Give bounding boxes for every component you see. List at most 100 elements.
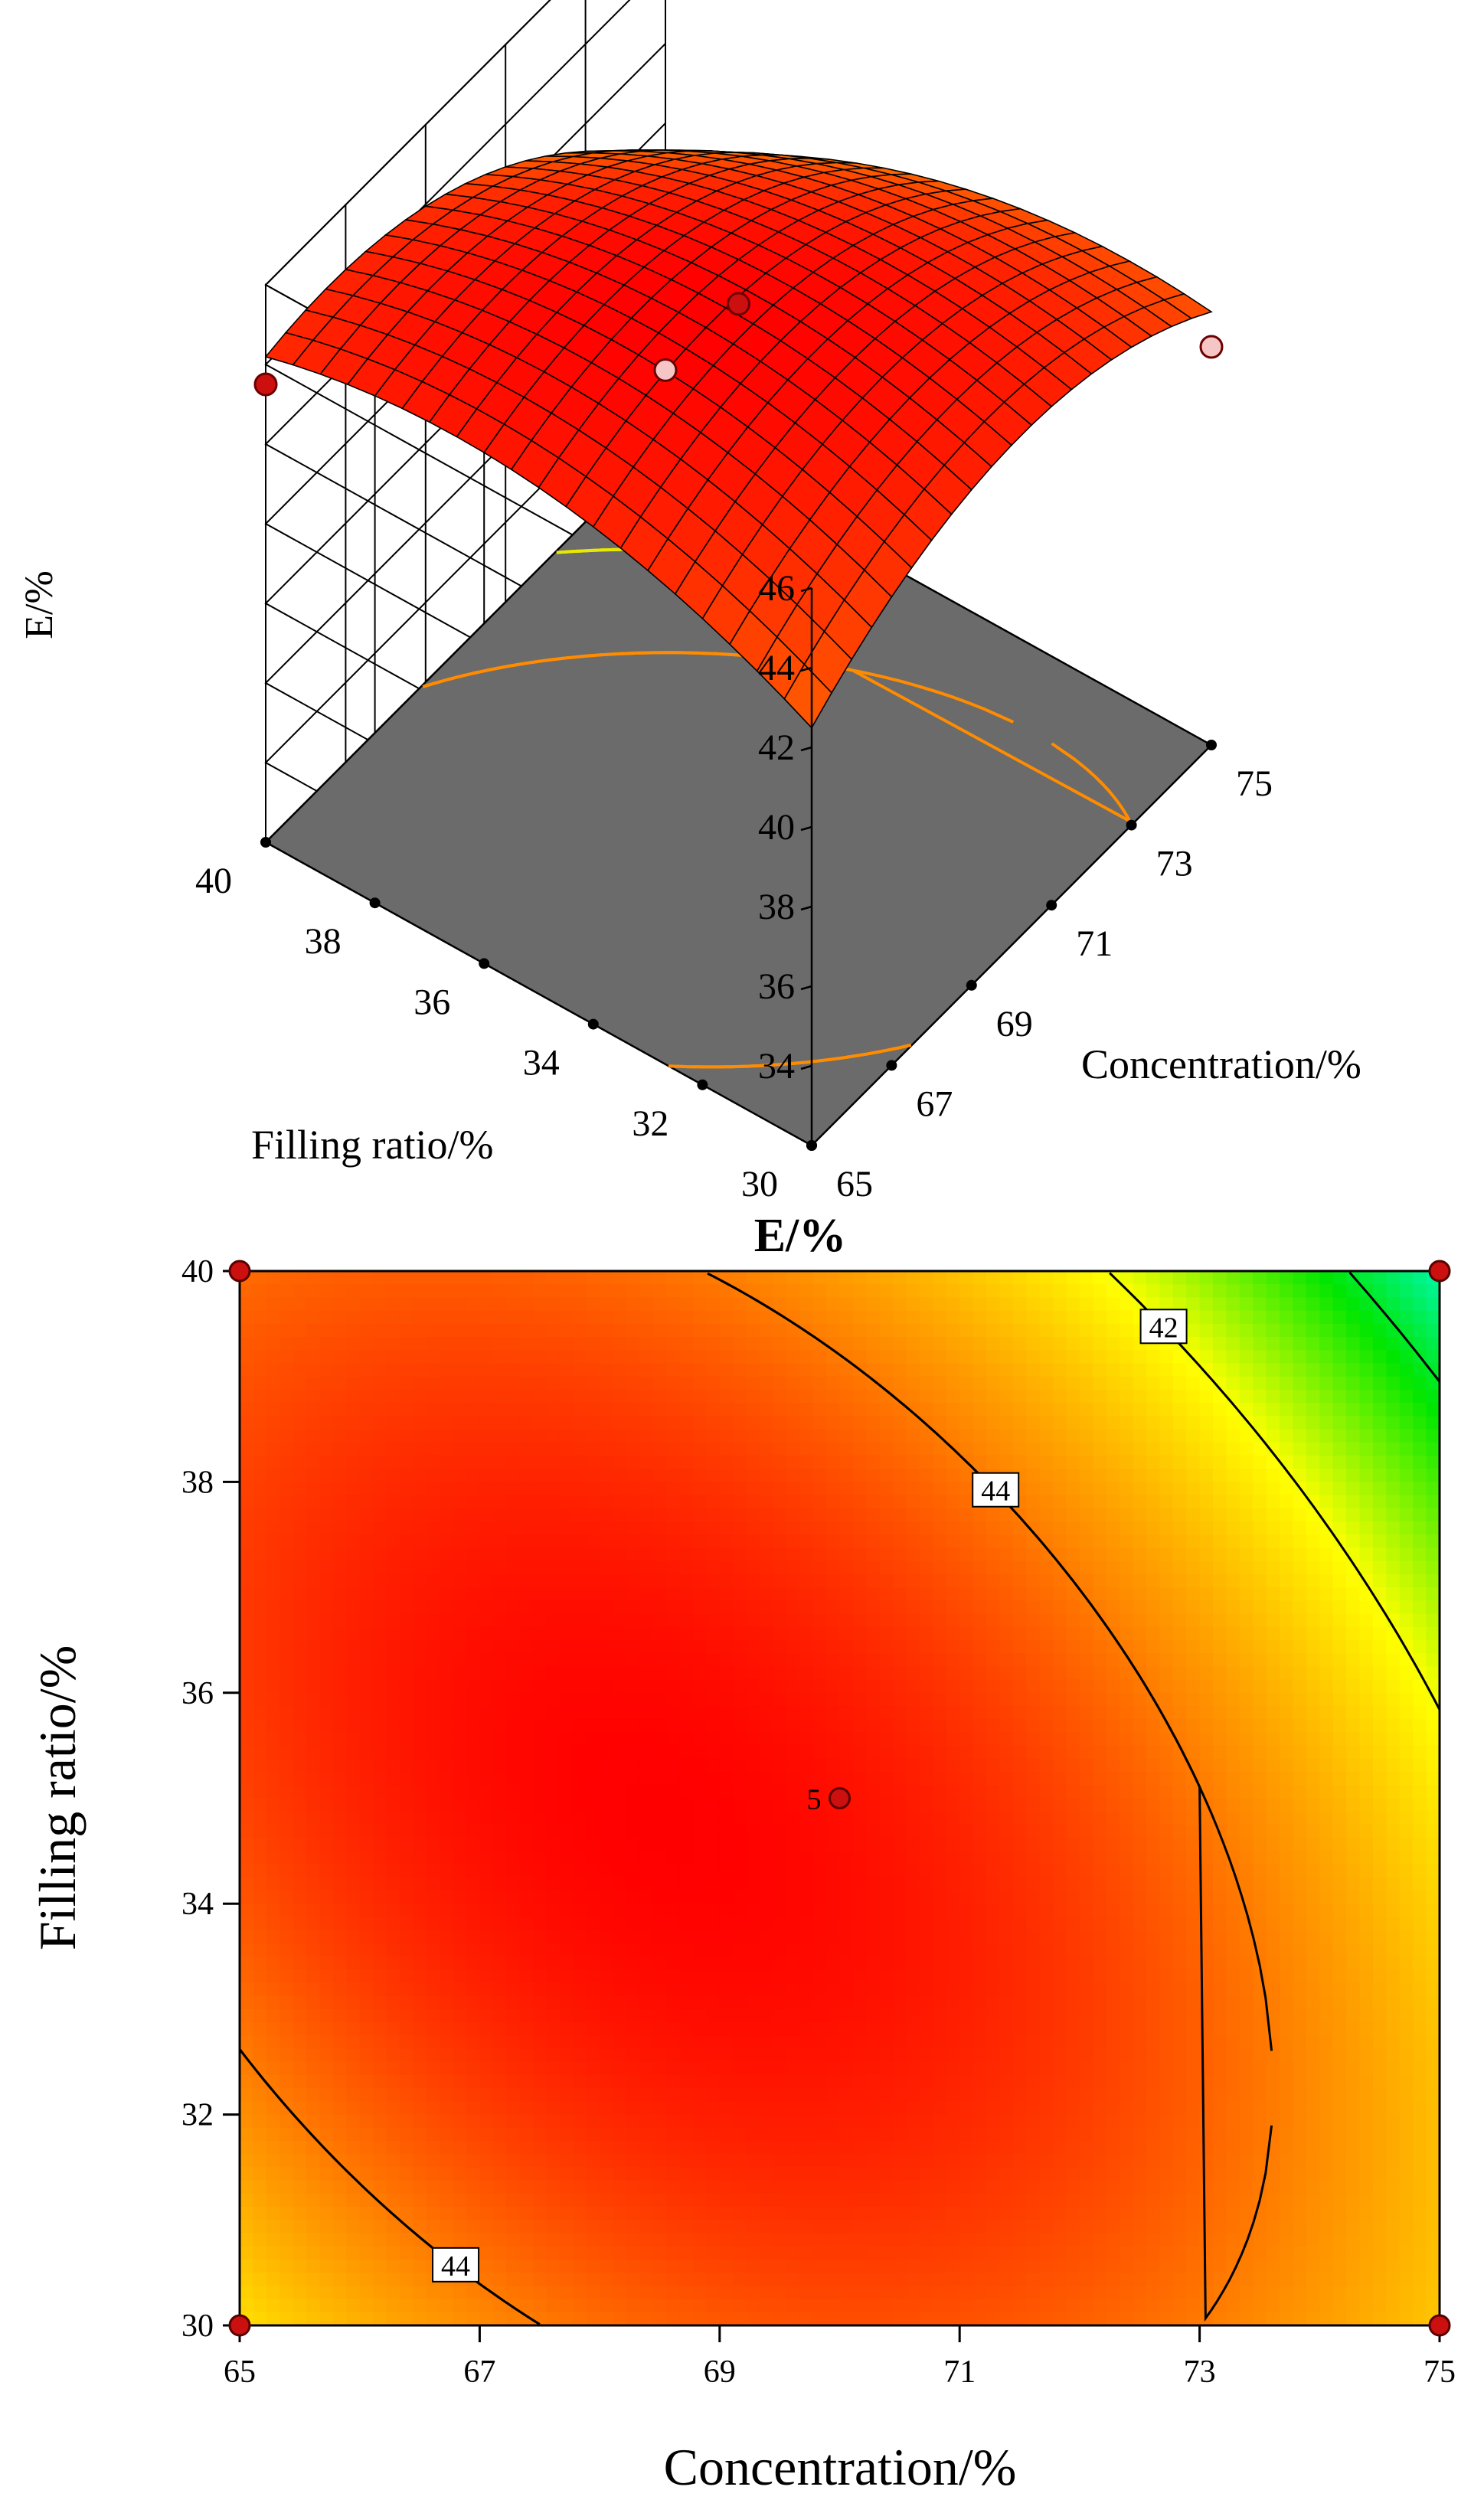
heatmap-cell <box>852 1416 868 1430</box>
heatmap-cell <box>692 1930 708 1944</box>
heatmap-cell <box>306 1613 321 1628</box>
heatmap-cell <box>746 1534 760 1549</box>
heatmap-cell <box>253 1495 267 1509</box>
heatmap-cell <box>972 1917 987 1931</box>
heatmap-cell <box>413 1337 427 1351</box>
heatmap-cell <box>692 1508 708 1522</box>
heatmap-cell <box>600 1508 614 1522</box>
heatmap-cell <box>692 2180 708 2194</box>
heatmap-cell <box>866 2127 881 2142</box>
heatmap-cell <box>826 1758 841 1773</box>
heatmap-cell <box>666 2299 681 2313</box>
heatmap-cell <box>506 1890 521 1904</box>
heatmap-cell <box>600 2141 614 2155</box>
heatmap-cell <box>466 2154 481 2168</box>
heatmap-cell <box>413 2207 427 2221</box>
heatmap-cell <box>919 2127 934 2142</box>
heatmap-cell <box>893 1323 907 1338</box>
heatmap-cell <box>413 2022 427 2037</box>
heatmap-cell <box>519 1917 534 1931</box>
heatmap-cell <box>266 2220 281 2234</box>
heatmap-cell <box>733 2061 747 2076</box>
heatmap-cell <box>533 1811 548 1825</box>
heatmap-cell <box>306 1442 321 1456</box>
heatmap-cell <box>466 2180 481 2194</box>
heatmap-cell <box>506 1337 521 1351</box>
heatmap-cell <box>319 2233 334 2247</box>
heatmap-cell <box>639 1469 654 1483</box>
heatmap-cell <box>546 1877 561 1891</box>
heatmap-cell <box>373 1639 387 1654</box>
heatmap-cell <box>679 1943 694 1957</box>
heatmap-cell <box>332 1442 348 1456</box>
heatmap-cell <box>253 1692 267 1707</box>
heatmap-cell <box>666 1732 681 1747</box>
heatmap-cell <box>586 2048 600 2063</box>
heatmap-cell <box>866 1363 881 1377</box>
heatmap-cell <box>626 1692 641 1707</box>
heatmap-cell <box>453 2074 467 2089</box>
heatmap-cell <box>692 2246 708 2260</box>
heatmap-cell <box>679 1573 694 1588</box>
heatmap-cell <box>600 1600 614 1615</box>
heatmap-cell <box>986 1297 1001 1312</box>
heatmap-cell <box>719 1429 734 1443</box>
heatmap-cell <box>600 2154 614 2168</box>
heatmap-cell <box>666 1429 681 1443</box>
z-tick-label: 40 <box>758 807 795 848</box>
heatmap-cell <box>519 1969 534 1984</box>
heatmap-cell <box>692 1719 708 1734</box>
heatmap-cell <box>826 2074 841 2089</box>
heatmap-cell <box>466 1785 481 1799</box>
heatmap-cell <box>866 1930 881 1944</box>
heatmap-cell <box>719 2259 734 2273</box>
heatmap-cell <box>332 1284 348 1299</box>
heatmap-cell <box>852 1692 868 1707</box>
heatmap-cell <box>253 1838 267 1852</box>
heatmap-cell <box>679 1416 694 1430</box>
heatmap-cell <box>240 2273 254 2287</box>
heatmap-cell <box>240 1508 254 1522</box>
heatmap-cell <box>546 2167 561 2181</box>
heatmap-cell <box>546 2193 561 2207</box>
heatmap-cell <box>626 1969 641 1984</box>
heatmap-cell <box>639 2193 654 2207</box>
heatmap-cell <box>666 1692 681 1707</box>
heatmap-cell <box>773 1534 787 1549</box>
heatmap-cell <box>933 1719 947 1734</box>
heatmap-cell <box>573 1917 587 1931</box>
heatmap-cell <box>866 1613 881 1628</box>
heatmap-cell <box>652 1455 667 1469</box>
heatmap-cell <box>533 1639 548 1654</box>
heatmap-cell <box>240 2299 254 2313</box>
heatmap-cell <box>359 2101 374 2116</box>
heatmap-cell <box>692 1982 708 1997</box>
heatmap-cell <box>972 2180 987 2194</box>
heatmap-cell <box>306 1917 321 1931</box>
heatmap-cell <box>893 1653 907 1668</box>
heatmap-cell <box>492 1310 508 1325</box>
heatmap-cell <box>519 1482 534 1496</box>
heatmap-cell <box>706 2220 721 2234</box>
heatmap-cell <box>293 2220 307 2234</box>
heatmap-cell <box>812 2141 827 2155</box>
heatmap-cell <box>586 1521 600 1536</box>
heatmap-cell <box>600 1587 614 1602</box>
heatmap-cell <box>706 1416 721 1430</box>
heatmap-cell <box>492 1534 508 1549</box>
heatmap-cell <box>386 2167 400 2181</box>
heatmap-cell <box>879 1666 894 1681</box>
heatmap-cell <box>906 1376 920 1390</box>
heatmap-cell <box>359 2167 374 2181</box>
heatmap-cell <box>386 1547 400 1562</box>
heatmap-cell <box>746 1811 760 1825</box>
heatmap-cell <box>373 2299 387 2313</box>
heatmap-cell <box>879 1785 894 1799</box>
heatmap-cell <box>373 1389 387 1404</box>
heatmap-cell <box>600 1547 614 1562</box>
heatmap-cell <box>413 1653 427 1668</box>
heatmap-cell <box>839 1455 854 1469</box>
heatmap-cell <box>600 1534 614 1549</box>
heatmap-cell <box>613 1547 627 1562</box>
heatmap-cell <box>399 2312 414 2325</box>
